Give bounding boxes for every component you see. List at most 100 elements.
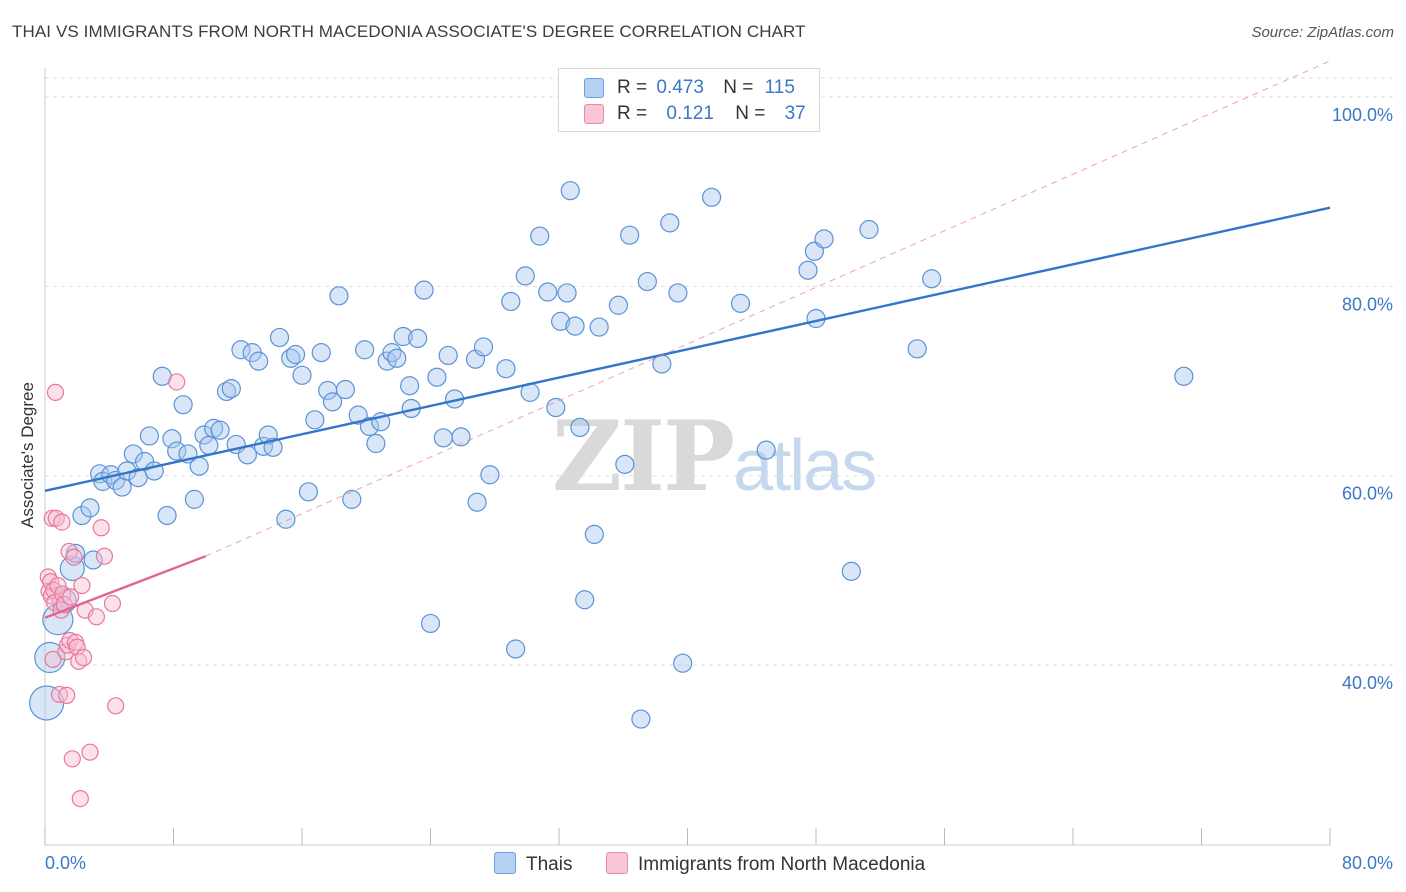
- thai-point-54: [342, 489, 362, 509]
- thai-point-92: [584, 524, 604, 545]
- mac-point-29: [74, 648, 93, 667]
- bottom-legend-thai: Thais: [494, 852, 572, 876]
- tick-labels: 40.0% 60.0% 80.0% 100.0% 0.0% 80.0%: [45, 105, 1393, 873]
- gridlines: [45, 77, 1395, 666]
- thai-point-67: [414, 280, 434, 300]
- mac-point-28: [73, 576, 91, 595]
- thai-point-101: [668, 283, 688, 303]
- mac-point-10: [49, 576, 67, 595]
- thai-point-106: [798, 260, 818, 280]
- thai-point-24: [173, 395, 193, 415]
- axes: [44, 68, 1331, 846]
- source-label: Source: ZipAtlas.com: [1251, 24, 1394, 41]
- thai-point-53: [335, 379, 355, 400]
- thai-point-69: [427, 367, 447, 387]
- thai-point-105: [756, 440, 776, 460]
- thai-point-81: [515, 266, 535, 286]
- legend-thai-n-label: N =: [723, 77, 754, 98]
- thai-point-91: [575, 590, 595, 610]
- mac-point-32: [87, 608, 106, 626]
- thai-point-85: [546, 397, 566, 418]
- thai-point-43: [276, 509, 296, 529]
- legend-text-thai: R = 0.473 N = 115: [617, 77, 795, 99]
- thai-point-97: [631, 709, 651, 729]
- thai-point-80: [506, 639, 526, 659]
- thai-point-103: [701, 187, 722, 207]
- y-tick-label-3: 100.0%: [1332, 105, 1393, 125]
- thai-point-7: [80, 498, 100, 518]
- thai-point-79: [501, 291, 521, 312]
- watermark-atlas: atlas: [733, 426, 877, 506]
- thai-trend-line: [44, 206, 1331, 493]
- mac-point-27: [71, 790, 89, 808]
- x-tick-label-max: 80.0%: [1342, 853, 1393, 873]
- thai-point-45: [285, 344, 306, 365]
- thai-point-109: [814, 229, 834, 249]
- mac-point-11: [50, 685, 69, 704]
- thai-point-31: [210, 420, 230, 440]
- thai-point-93: [589, 317, 609, 337]
- thai-point-64: [400, 376, 420, 396]
- bottom-legend-swatch-mac: [606, 852, 628, 874]
- thai-point-35: [231, 340, 251, 360]
- mac-trend-extrapolated: [205, 60, 1331, 557]
- legend-thai-n-value: 115: [764, 77, 795, 98]
- y-tick-label-0: 40.0%: [1342, 673, 1393, 693]
- thai-point-78: [496, 359, 516, 379]
- thai-point-83: [530, 226, 550, 246]
- legend-swatch-thai: [584, 78, 604, 98]
- thai-point-21: [157, 505, 177, 526]
- thai-point-70: [433, 428, 453, 448]
- thai-point-95: [615, 454, 635, 474]
- mac-trend-line: [44, 555, 207, 619]
- thai-point-84: [538, 282, 558, 302]
- mac-point-23: [65, 548, 83, 566]
- thai-point-55: [348, 405, 368, 425]
- thai-point-23: [167, 441, 187, 461]
- thai-point-8: [83, 550, 103, 570]
- thai-point-86: [551, 311, 571, 331]
- thai-point-62: [387, 348, 407, 368]
- mac-point-35: [103, 594, 122, 613]
- thai-point-1: [34, 641, 66, 674]
- thai-point-18: [139, 426, 160, 446]
- trend-lines: [44, 60, 1331, 619]
- thai-point-73: [451, 427, 471, 447]
- thai-points: [29, 181, 1194, 729]
- thai-point-29: [199, 435, 219, 456]
- legend-thai-r-label: R =: [617, 77, 648, 98]
- thai-point-110: [841, 561, 861, 581]
- thai-point-56: [355, 340, 375, 360]
- mac-point-22: [63, 750, 81, 768]
- y-tick-label-1: 60.0%: [1342, 484, 1393, 504]
- thai-point-52: [329, 286, 349, 306]
- thai-point-113: [922, 269, 942, 289]
- mac-point-34: [95, 547, 114, 565]
- mac-point-5: [44, 650, 62, 669]
- thai-point-76: [473, 337, 494, 357]
- legend-swatch-mac: [584, 104, 604, 124]
- legend-text-mac: R = 0.121 N = 37: [617, 103, 806, 125]
- thai-point-15: [123, 444, 143, 464]
- bottom-legend-mac: Immigrants from North Macedonia: [606, 852, 925, 876]
- thai-point-100: [660, 213, 680, 233]
- thai-point-111: [859, 219, 879, 240]
- thai-point-58: [366, 433, 386, 454]
- thai-point-26: [184, 489, 204, 509]
- thai-point-27: [189, 456, 209, 476]
- thai-point-33: [221, 378, 241, 399]
- legend-mac-n-label: N =: [735, 103, 766, 124]
- mac-point-36: [107, 697, 125, 715]
- legend-thai-r-value: 0.473: [656, 77, 704, 98]
- mac-point-4: [43, 509, 61, 527]
- thai-point-94: [608, 295, 629, 315]
- thai-point-96: [620, 225, 640, 245]
- bottom-legend-label-thai: Thais: [526, 854, 573, 875]
- mac-point-31: [81, 743, 99, 761]
- chart-title: THAI VS IMMIGRANTS FROM NORTH MACEDONIA …: [12, 22, 806, 41]
- thai-point-49: [311, 343, 331, 363]
- mac-point-21: [62, 588, 80, 606]
- x-tick-label-min: 0.0%: [45, 853, 86, 873]
- y-tick-label-2: 80.0%: [1342, 294, 1393, 314]
